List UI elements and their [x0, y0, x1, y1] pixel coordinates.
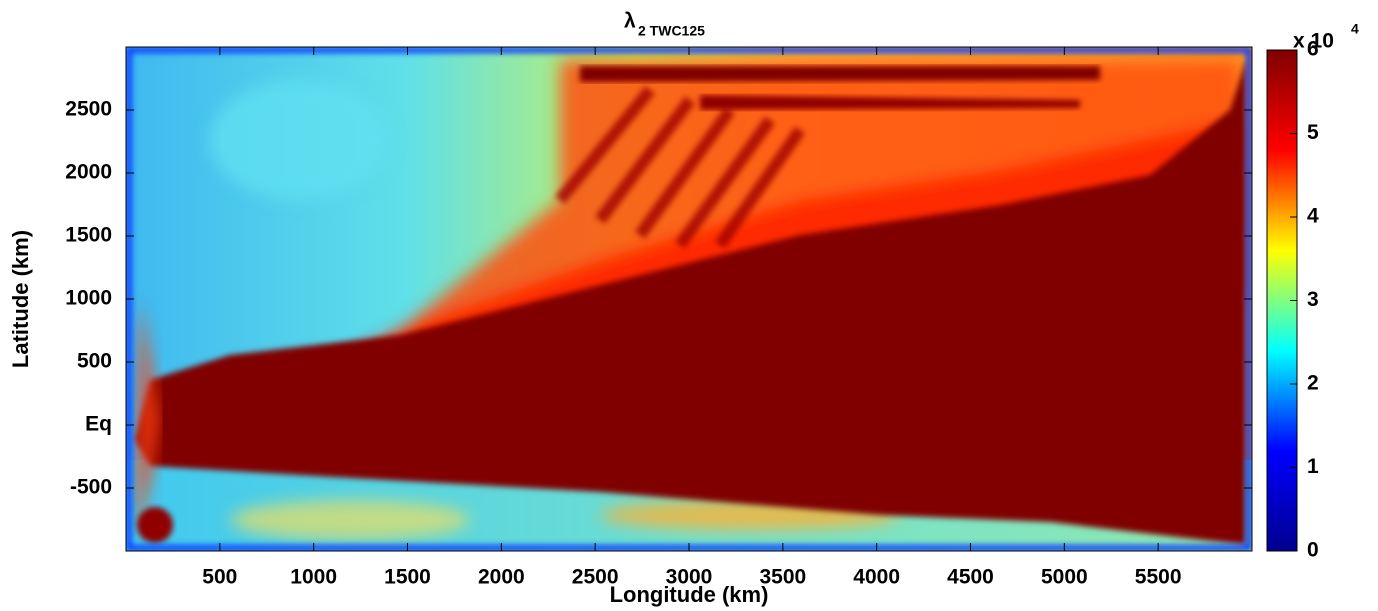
colorbar-tick-label: 6	[1307, 38, 1319, 61]
y-tick-label: 1000	[65, 287, 112, 310]
y-tick-label: 500	[77, 350, 112, 373]
x-tick-label: 5000	[1041, 566, 1088, 589]
colorbar-tick-label: 1	[1307, 455, 1319, 478]
x-tick-label: 2500	[572, 566, 619, 589]
colorbar-tick-label: 5	[1307, 121, 1319, 144]
y-axis-label: Latitude (km)	[8, 230, 33, 368]
y-tick-label: 1500	[65, 224, 112, 247]
colorbar-label: x 10	[1293, 30, 1334, 53]
colorbar-tick-label: 2	[1307, 372, 1319, 395]
y-tick-label: 2500	[65, 98, 112, 121]
chart-title-subscript: 2 TWC125	[638, 23, 705, 39]
x-tick-label: 3500	[759, 566, 806, 589]
colorbar-tick-label: 3	[1307, 288, 1319, 311]
x-tick-label: 1000	[290, 566, 337, 589]
colorbar-exponent: 4	[1351, 21, 1359, 37]
x-tick-label: 4500	[947, 566, 994, 589]
heatmap-field	[126, 47, 1252, 551]
y-tick-label: Eq	[85, 413, 112, 436]
x-tick-label: 2000	[478, 566, 525, 589]
x-tick-label: 5500	[1135, 566, 1182, 589]
colorbar-tick-label: 0	[1307, 539, 1319, 562]
y-tick-label: -500	[70, 476, 112, 499]
x-axis-label: Longitude (km)	[610, 582, 769, 607]
x-tick-label: 4000	[853, 566, 900, 589]
x-tick-label: 3000	[666, 566, 713, 589]
chart-title: λ	[624, 10, 636, 33]
colorbar-tick-label: 4	[1307, 205, 1319, 228]
x-tick-label: 500	[202, 566, 237, 589]
x-tick-label: 1500	[384, 566, 431, 589]
y-tick-label: 2000	[65, 161, 112, 184]
